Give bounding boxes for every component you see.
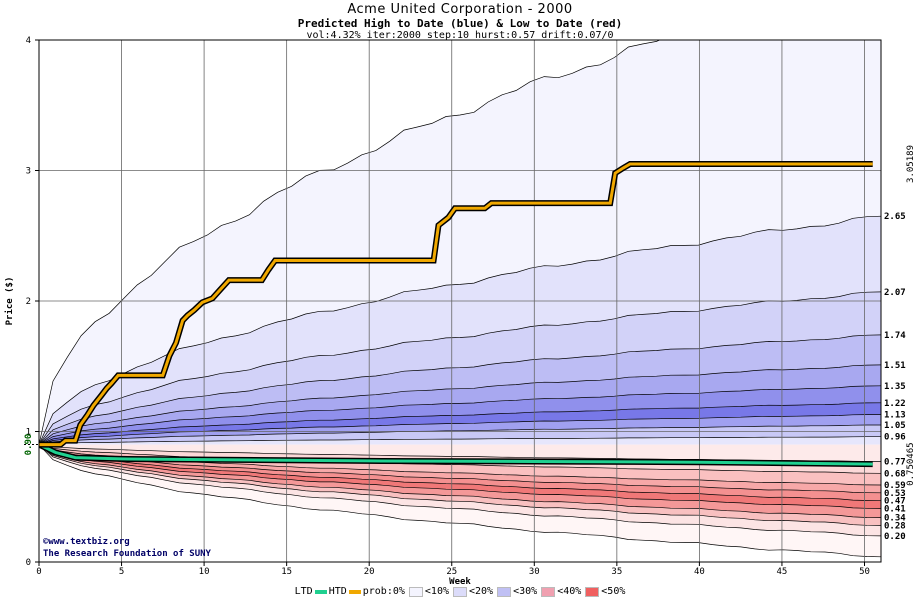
x-tick-label-40: 40 [694, 567, 705, 577]
low-band-edge-6 [39, 444, 881, 518]
high-band-7 [39, 414, 881, 445]
y-axis-label: Price ($) [4, 277, 15, 326]
legend: LTD HTD prob:0% <10% <20% <30% <40% <50% [0, 586, 920, 599]
legend-item-10: <10% [424, 586, 449, 597]
x-tick-label-35: 35 [611, 567, 622, 577]
low-band-7 [39, 444, 881, 526]
start-price-label: 0.90 [24, 434, 34, 456]
legend-htd-swatch [348, 590, 361, 594]
high-band-edge-5 [39, 385, 881, 445]
high-band-2 [39, 291, 881, 445]
chart-title: Acme United Corporation - 2000 [347, 2, 573, 17]
legend-item-40: <40% [557, 586, 582, 597]
right-label-2: 1.74 [884, 331, 906, 341]
high-band-edge-2 [39, 291, 881, 445]
high-band-9 [39, 436, 881, 445]
right-label-9: 0.77 [884, 458, 906, 468]
legend-ltd-swatch [314, 590, 327, 594]
right-label-0: 2.65 [884, 212, 906, 222]
high-band-edge-4 [39, 364, 881, 445]
right-label-14: 0.41 [884, 504, 906, 514]
legend-swatch-10 [408, 587, 423, 597]
chart-params: vol:4.32% iter:2000 step:10 hurst:0.57 d… [306, 30, 614, 41]
x-tick-label-5: 5 [119, 567, 124, 577]
right-label-3: 1.51 [884, 361, 906, 371]
high-band-3 [39, 334, 881, 445]
right-label-11: 0.59 [884, 481, 906, 491]
low-band-edge-9 [39, 444, 881, 558]
watermark-line2: The Research Foundation of SUNY [43, 548, 212, 559]
legend-ltd-label: LTD [294, 586, 313, 597]
legend-swatch-40 [541, 587, 556, 597]
low-band-9 [39, 444, 881, 557]
y-tick-label-0: 0 [26, 558, 31, 568]
high-band-edge-1 [39, 215, 881, 445]
high-band-6 [39, 402, 881, 445]
low-band-edge-4 [39, 444, 881, 502]
legend-item-30: <30% [513, 586, 538, 597]
low-band-6 [39, 444, 881, 518]
low-band-5 [39, 444, 881, 509]
x-tick-label-50: 50 [859, 567, 870, 577]
right-label-17: 0.20 [884, 532, 906, 542]
right-label-15: 0.34 [884, 514, 906, 524]
high-band-4 [39, 364, 881, 445]
right-label-6: 1.13 [884, 411, 906, 421]
y-tick-label-3: 3 [26, 167, 31, 177]
high-band-8 [39, 425, 881, 445]
htd-line [39, 162, 873, 447]
right-label-7: 1.05 [884, 421, 906, 431]
legend-item-20: <20% [469, 586, 494, 597]
ltd-end-label: 0.750465 [906, 442, 916, 485]
legend-swatch-30 [497, 587, 512, 597]
high-band-1 [39, 216, 881, 445]
high-band-edge-9 [39, 436, 881, 445]
right-label-4: 1.35 [884, 382, 906, 392]
x-tick-label-15: 15 [281, 567, 292, 577]
x-axis-label: Week [449, 577, 471, 587]
right-label-5: 1.22 [884, 399, 906, 409]
legend-htd-label: HTD [328, 586, 347, 597]
low-band-edge-8 [39, 444, 881, 537]
x-tick-label-0: 0 [36, 567, 41, 577]
x-tick-label-20: 20 [364, 567, 375, 577]
high-band-edge-3 [39, 334, 881, 445]
y-tick-label-1: 1 [26, 428, 31, 438]
chart-subtitle: Predicted High to Date (blue) & Low to D… [297, 17, 623, 30]
title-block: Acme United Corporation - 2000 Predicted… [0, 2, 920, 42]
legend-item-50: <50% [601, 586, 626, 597]
low-band-3 [39, 444, 881, 493]
x-tick-label-25: 25 [446, 567, 457, 577]
plot-area [39, 40, 881, 562]
low-band-edge-3 [39, 444, 881, 494]
high-band-0 [39, 40, 881, 445]
right-label-16: 0.28 [884, 521, 906, 531]
low-band-edge-7 [39, 444, 881, 526]
low-band-0 [39, 444, 881, 462]
legend-prob-label: prob:0% [362, 586, 405, 597]
x-tick-label-45: 45 [777, 567, 788, 577]
right-label-8: 0.96 [884, 433, 906, 443]
high-band-edge-0 [39, 40, 661, 445]
y-tick-label-2: 2 [26, 297, 31, 307]
low-band-8 [39, 444, 881, 536]
right-label-1: 2.07 [884, 288, 906, 298]
htd-end-label: 3.05189 [906, 145, 916, 183]
ltd-line [39, 443, 873, 466]
high-band-edge-6 [39, 402, 881, 445]
high-band-edge-8 [39, 424, 881, 445]
watermark-line1: ©www.textbiz.org [43, 536, 130, 547]
legend-swatch-50 [585, 587, 600, 597]
x-tick-label-10: 10 [199, 567, 210, 577]
right-label-10: 0.68 [884, 469, 906, 479]
x-tick-label-30: 30 [529, 567, 540, 577]
legend-swatch-20 [453, 587, 467, 597]
low-band-edge-5 [39, 444, 881, 509]
right-label-12: 0.53 [884, 489, 906, 499]
right-label-13: 0.47 [884, 497, 906, 507]
y-tick-label-4: 4 [26, 36, 31, 46]
